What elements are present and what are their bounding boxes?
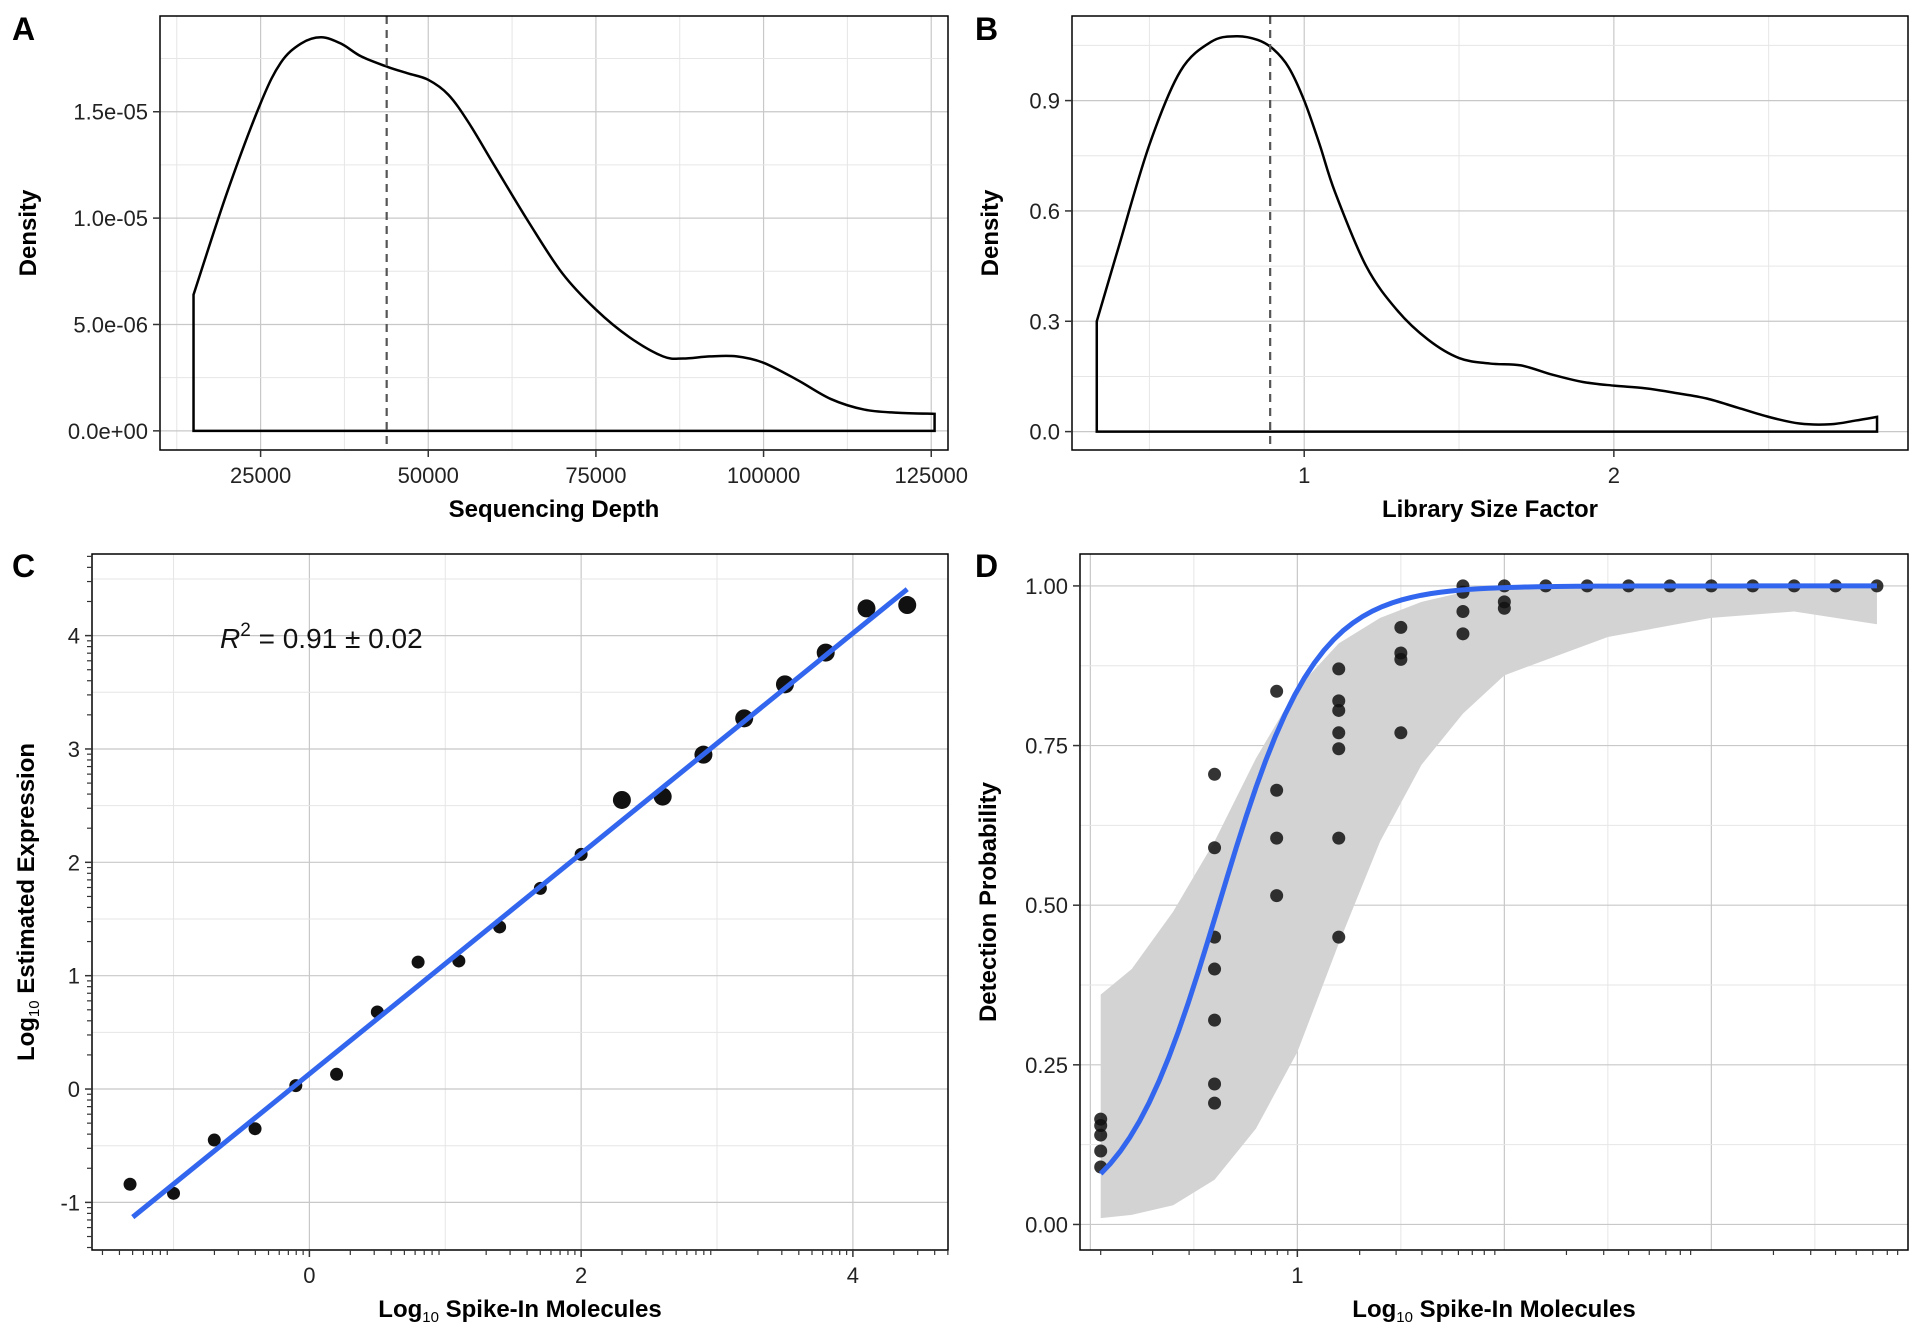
data-point bbox=[1332, 742, 1346, 756]
data-point bbox=[1394, 620, 1408, 634]
y-tick-label: 1.0e-05 bbox=[73, 206, 148, 231]
y-tick-label: 0.3 bbox=[1029, 309, 1060, 334]
data-point bbox=[1332, 726, 1346, 740]
y-tick-label: 0.9 bbox=[1029, 89, 1060, 114]
x-tick-label: 1 bbox=[1291, 1263, 1303, 1288]
x-axis-title: Log10 Spike-In Molecules bbox=[378, 1296, 661, 1326]
x-tick-label: 50000 bbox=[398, 463, 459, 488]
y-tick-label: 1.00 bbox=[1025, 574, 1068, 599]
y-axis-title: Detection Probability bbox=[975, 781, 1002, 1022]
data-point bbox=[1394, 726, 1408, 740]
data-point bbox=[1270, 889, 1284, 903]
y-tick-label: 0.25 bbox=[1025, 1053, 1068, 1078]
y-tick-label: -1 bbox=[60, 1190, 80, 1215]
x-tick-label: 125000 bbox=[895, 463, 968, 488]
x-tick-label: 2 bbox=[1608, 463, 1620, 488]
y-tick-label: 0.75 bbox=[1025, 734, 1068, 759]
panel-letter-d: D bbox=[975, 548, 998, 584]
data-point bbox=[1208, 962, 1222, 976]
r-squared-annotation: R2 = 0.91 ± 0.02 bbox=[220, 620, 423, 654]
data-point bbox=[857, 599, 876, 618]
panel-b: 1 2 0.0 0.3 0.6 0.9 Library Size Factor Density bbox=[977, 15, 1909, 523]
panel-letter-a: A bbox=[12, 11, 35, 47]
panel-c: 0 2 4 -1 0 1 2 3 4 R2 = 0.91 ± 0.02 Log10 Spike-In… bbox=[13, 553, 949, 1326]
x-axis-title: Library Size Factor bbox=[1382, 496, 1598, 523]
y-tick-label: 2 bbox=[68, 850, 80, 875]
x-tick-label: 25000 bbox=[230, 463, 291, 488]
y-tick-label: 0.00 bbox=[1025, 1212, 1068, 1237]
data-point bbox=[1208, 1096, 1222, 1110]
y-tick-label: 0.6 bbox=[1029, 199, 1060, 224]
data-point bbox=[1270, 831, 1284, 845]
data-point bbox=[1270, 684, 1284, 698]
density-curve bbox=[192, 36, 936, 433]
panel-d: 1 0.00 0.25 0.50 0.75 1.00 Log10 Spike-In Mole… bbox=[975, 553, 1909, 1326]
panel-a: 25000 50000 75000 100000 125000 0.0e+00 5.0e-0… bbox=[15, 15, 968, 523]
data-point bbox=[248, 1122, 262, 1136]
data-point bbox=[1094, 1112, 1108, 1126]
plot-border bbox=[1079, 553, 1909, 1251]
data-point bbox=[167, 1186, 181, 1200]
data-point bbox=[1270, 783, 1284, 797]
plot-border bbox=[1071, 15, 1909, 451]
data-point bbox=[330, 1067, 344, 1081]
data-point bbox=[1208, 1077, 1222, 1091]
y-tick-label: 3 bbox=[68, 737, 80, 762]
x-tick-label: 2 bbox=[575, 1263, 587, 1288]
data-point bbox=[1497, 601, 1511, 615]
y-tick-label: 1.5e-05 bbox=[73, 100, 148, 125]
data-point bbox=[1094, 1144, 1108, 1158]
data-point bbox=[1208, 1013, 1222, 1027]
y-tick-label: 0.0 bbox=[1029, 420, 1060, 445]
y-axis-title: Log10 Estimated Expression bbox=[13, 743, 43, 1061]
data-point bbox=[207, 1133, 221, 1147]
x-tick-label: 100000 bbox=[727, 463, 800, 488]
data-point bbox=[1332, 662, 1346, 676]
y-tick-label: 1 bbox=[68, 964, 80, 989]
data-point bbox=[1332, 930, 1346, 944]
data-point bbox=[1456, 627, 1470, 641]
data-point bbox=[411, 955, 425, 969]
logistic-fit-curve bbox=[1098, 583, 1877, 1176]
data-point bbox=[898, 596, 917, 615]
y-tick-label: 4 bbox=[68, 624, 80, 649]
plot-border bbox=[91, 553, 949, 1251]
data-point bbox=[123, 1177, 137, 1191]
data-point bbox=[1208, 767, 1222, 781]
plot-border bbox=[159, 15, 949, 451]
data-point bbox=[612, 790, 631, 809]
y-tick-label: 0.0e+00 bbox=[68, 419, 148, 444]
y-tick-label: 0.50 bbox=[1025, 893, 1068, 918]
data-point bbox=[1208, 841, 1222, 855]
x-axis-title: Sequencing Depth bbox=[449, 496, 660, 523]
fit-line bbox=[131, 587, 909, 1220]
x-tick-label: 4 bbox=[847, 1263, 859, 1288]
x-tick-label: 75000 bbox=[565, 463, 626, 488]
y-axis-title: Density bbox=[15, 189, 42, 276]
y-tick-label: 0 bbox=[68, 1077, 80, 1102]
y-axis-title: Density bbox=[977, 189, 1004, 276]
data-point bbox=[1094, 1128, 1108, 1142]
data-point bbox=[1394, 652, 1408, 666]
panel-letter-c: C bbox=[12, 548, 35, 584]
data-point bbox=[1332, 694, 1346, 708]
data-point bbox=[1332, 703, 1346, 717]
panel-letter-b: B bbox=[975, 11, 998, 47]
data-point bbox=[1332, 831, 1346, 845]
density-curve bbox=[1095, 34, 1879, 433]
x-axis-title: Log10 Spike-In Molecules bbox=[1352, 1296, 1635, 1326]
confidence-ribbon bbox=[1100, 585, 1877, 1219]
x-tick-label: 1 bbox=[1298, 463, 1310, 488]
x-tick-label: 0 bbox=[303, 1263, 315, 1288]
y-tick-label: 5.0e-06 bbox=[73, 312, 148, 337]
data-point bbox=[1456, 604, 1470, 618]
